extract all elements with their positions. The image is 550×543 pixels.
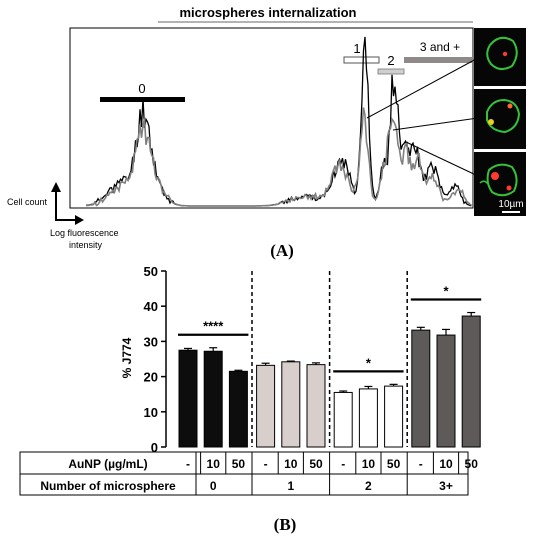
micrograph-1-bg	[474, 28, 526, 86]
bar-11	[461, 315, 481, 448]
micrograph-column: 10µm	[474, 28, 526, 216]
table-dose-cell-7: 10	[362, 457, 376, 471]
axis-arrows	[51, 182, 84, 225]
gate-bar-2	[377, 68, 405, 75]
y-axis-label-cell-count: Cell count	[7, 197, 48, 207]
bar-5	[306, 364, 326, 448]
table-group-cell-1: 1	[287, 479, 294, 493]
y-tick-label-10: 10	[144, 405, 158, 420]
table-dose-cell-5: 50	[309, 457, 323, 471]
bar-7	[358, 388, 378, 448]
cell-3-image	[479, 163, 518, 197]
bar-1	[203, 350, 223, 448]
y-tick-label-40: 40	[144, 299, 158, 314]
error-bars	[184, 311, 476, 393]
table-group-cell-3: 3+	[439, 479, 453, 493]
x-axis-label-line2: intensity	[69, 240, 103, 250]
scale-bar-label: 10µm	[498, 199, 523, 210]
table-dose-cell-8: 50	[387, 457, 401, 471]
panel-b-caption: (B)	[274, 515, 297, 534]
table-dose-cell-1: 10	[207, 457, 221, 471]
bar-2	[228, 370, 248, 448]
bar-3	[256, 364, 276, 448]
gate-label-1: 1	[353, 41, 360, 56]
table-dose-cell-10: 10	[439, 457, 453, 471]
gate-bar-1	[343, 56, 380, 64]
bar-0	[178, 349, 198, 448]
y-axis: 0 10 20 30 40 50	[144, 264, 167, 455]
table-dose-cell-3: -	[264, 457, 268, 471]
micrograph-connectors	[366, 57, 479, 177]
panel-a-histogram: microspheres internalization 0 1 2 3 and…	[7, 5, 526, 260]
gate-label-2: 2	[387, 53, 394, 68]
y-axis-label: % J774	[120, 337, 134, 378]
panel-a-caption: (A)	[270, 241, 294, 260]
group-separators	[251, 271, 408, 447]
y-tick-label-50: 50	[144, 264, 158, 279]
significance-label-2: *	[443, 284, 449, 299]
bars	[178, 315, 481, 448]
table-row2-label: Number of microsphere	[40, 479, 176, 493]
bar-4	[281, 361, 301, 448]
gate-bars: 0 1 2 3 and +	[100, 40, 473, 102]
table-group-cell-0: 0	[210, 479, 217, 493]
table-dose-cell-9: -	[419, 457, 423, 471]
cell-1-image	[486, 36, 518, 70]
gate-bar-3plus	[404, 57, 473, 63]
significance-label-1: *	[366, 355, 372, 370]
y-tick-label-0: 0	[151, 440, 158, 455]
table-dose-cell-4: 10	[284, 457, 298, 471]
bar-10	[436, 334, 456, 448]
table-dose-cell-0: -	[186, 457, 190, 471]
table-dose-cell-2: 50	[232, 457, 246, 471]
gate-label-3plus: 3 and +	[420, 40, 460, 54]
cell-2-image	[486, 98, 521, 134]
table-cells: - 10 50 - 10 50 - 10 50 - 10 50 0 1 2 3+	[186, 452, 478, 495]
table-row1-label: AuNP (µg/mL)	[68, 457, 147, 471]
histogram-trace-gray	[85, 107, 472, 207]
y-tick-label-20: 20	[144, 370, 158, 385]
table-dose-cell-11: 50	[465, 457, 479, 471]
bar-6	[333, 391, 353, 448]
gate-label-0: 0	[138, 81, 145, 96]
condition-table: AuNP (µg/mL) Number of microsphere -10 50…	[19, 451, 478, 496]
micrograph-3-bg	[474, 152, 526, 216]
y-tick-label-30: 30	[144, 334, 158, 349]
histogram-frame	[69, 27, 474, 209]
significance-markers: ******	[178, 284, 482, 373]
table-dose-cell-6: -	[341, 457, 345, 471]
x-axis-label-line1: Log fluorescence	[50, 228, 119, 238]
table-group-cell-2: 2	[365, 479, 372, 493]
bar-9	[411, 329, 431, 448]
panel-a-header: microspheres internalization	[180, 5, 357, 20]
bar-8	[384, 385, 404, 448]
significance-label-0: ****	[203, 319, 224, 334]
